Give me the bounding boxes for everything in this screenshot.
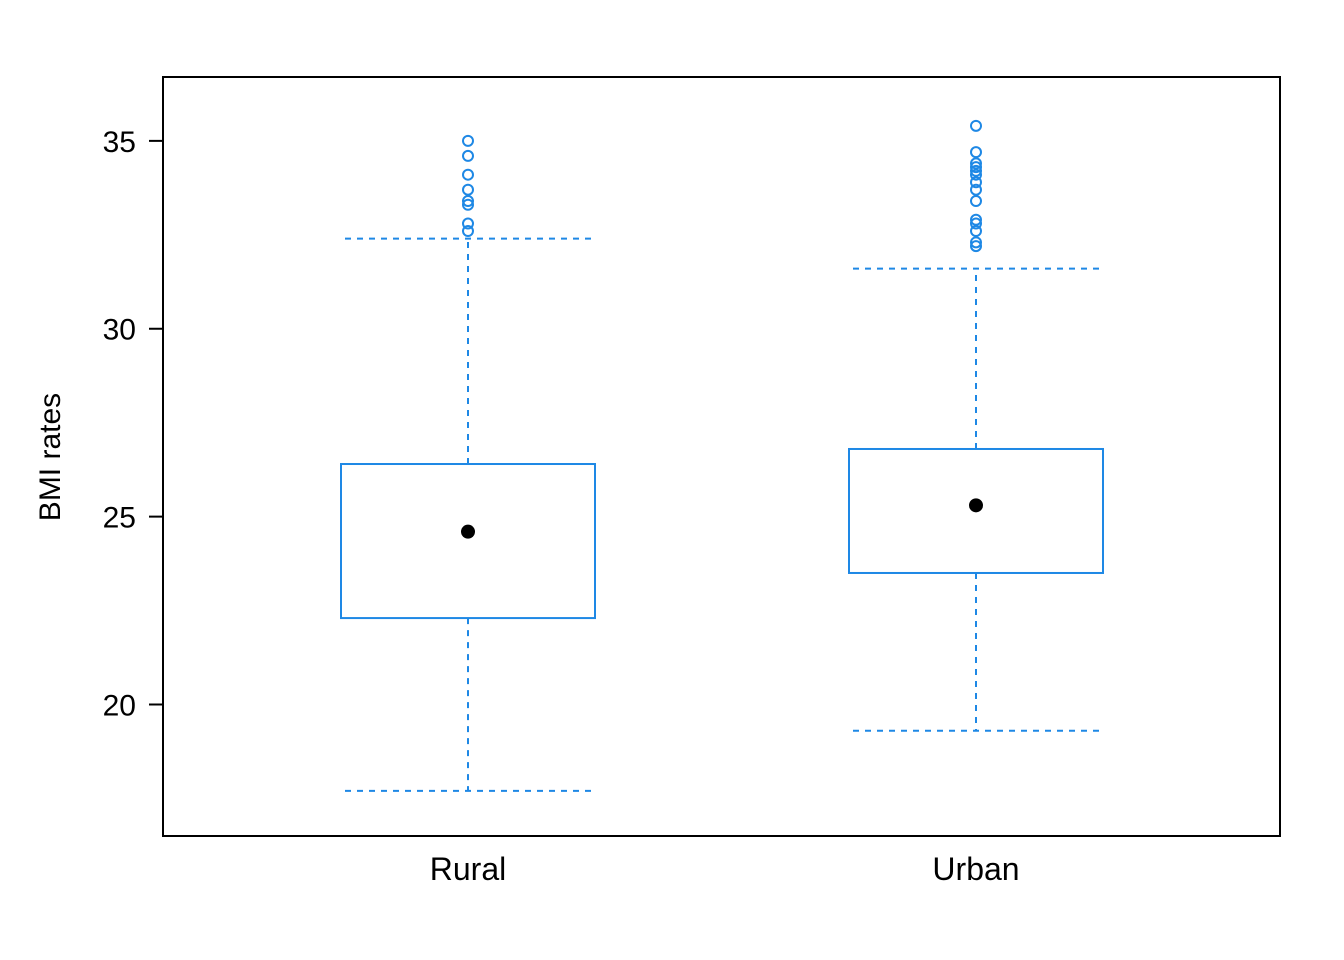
y-axis: 20 25 30 35 bbox=[103, 126, 163, 722]
outlier-point-urban-2 bbox=[970, 225, 982, 238]
outlier-point-urban-13 bbox=[970, 119, 982, 132]
outlier-point-rural-7 bbox=[462, 134, 474, 147]
outlier-point-urban-9 bbox=[970, 164, 982, 177]
mean-point-urban bbox=[969, 498, 983, 513]
y-tick-label-25: 25 bbox=[103, 502, 136, 535]
outlier-point-rural-6 bbox=[462, 149, 474, 162]
x-category-label-urban: Urban bbox=[932, 851, 1019, 887]
outlier-point-urban-8 bbox=[970, 168, 982, 181]
mean-point-rural bbox=[461, 524, 475, 539]
outlier-point-urban-7 bbox=[970, 176, 982, 189]
outlier-point-urban-0 bbox=[970, 240, 982, 253]
y-tick-label-20: 20 bbox=[103, 689, 136, 722]
x-axis-labels: Rural Urban bbox=[430, 851, 1020, 887]
boxes bbox=[340, 119, 1104, 792]
outlier-point-rural-2 bbox=[462, 198, 474, 211]
y-tick-label-30: 30 bbox=[103, 314, 136, 347]
outlier-point-rural-1 bbox=[462, 217, 474, 230]
outlier-point-rural-3 bbox=[462, 194, 474, 207]
box-group-urban bbox=[848, 119, 1104, 732]
outlier-point-urban-10 bbox=[970, 161, 982, 174]
outlier-point-urban-4 bbox=[970, 213, 982, 226]
iqr-box-rural bbox=[340, 463, 596, 620]
outlier-point-urban-5 bbox=[970, 194, 982, 207]
box-group-rural bbox=[340, 134, 596, 792]
outlier-point-urban-3 bbox=[970, 217, 982, 230]
outlier-point-urban-1 bbox=[970, 236, 982, 249]
outlier-point-urban-6 bbox=[970, 183, 982, 196]
y-tick-label-35: 35 bbox=[103, 126, 136, 159]
outlier-point-urban-12 bbox=[970, 146, 982, 159]
plot-frame bbox=[162, 76, 1281, 837]
y-axis-label: BMI rates bbox=[34, 393, 67, 521]
outlier-point-rural-0 bbox=[462, 225, 474, 238]
outlier-point-rural-4 bbox=[462, 183, 474, 196]
outlier-point-rural-5 bbox=[462, 168, 474, 181]
x-category-label-rural: Rural bbox=[430, 851, 506, 887]
outlier-point-urban-11 bbox=[970, 157, 982, 170]
